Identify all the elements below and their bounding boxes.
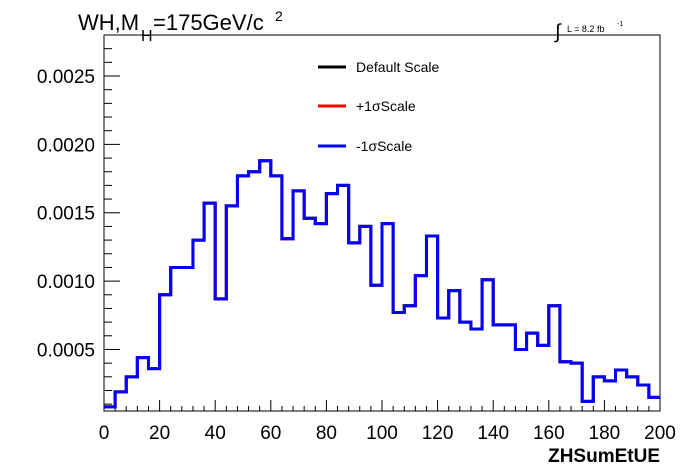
x-tick-label: 20 (149, 423, 170, 444)
x-tick-label: 180 (589, 423, 621, 444)
y-tick-label: 0.0005 (37, 340, 95, 361)
x-tick-label: 160 (533, 423, 565, 444)
legend-label-minus1sigma: -1σScale (356, 138, 412, 154)
luminosity-superscript: -1 (617, 21, 623, 28)
x-tick-label: 60 (260, 423, 281, 444)
title-subscript: H (141, 28, 153, 45)
x-tick-label: 140 (477, 423, 509, 444)
x-tick-label: 0 (99, 423, 110, 444)
legend-label-plus1sigma: +1σScale (356, 98, 416, 114)
legend-label-default: Default Scale (356, 59, 439, 75)
x-axis-title: ZHSumEtUE (548, 446, 660, 467)
x-tick-label: 40 (205, 423, 226, 444)
x-tick-label: 100 (366, 423, 398, 444)
title-main: WH,M (78, 10, 139, 35)
title-rest: =175GeV/c (153, 10, 264, 35)
y-tick-label: 0.0025 (37, 67, 95, 88)
chart-title: WH,M H =175GeV/c 2 (78, 8, 283, 45)
y-tick-label: 0.0020 (37, 135, 95, 156)
luminosity-label: ∫ L = 8.2 fb -1 (554, 21, 623, 43)
title-superscript: 2 (275, 8, 283, 24)
x-tick-label: 200 (644, 423, 676, 444)
series-line-2 (104, 159, 660, 409)
luminosity-text: L = 8.2 fb (567, 24, 604, 34)
legend: Default Scale +1σScale -1σScale (318, 59, 439, 154)
x-tick-label: 120 (422, 423, 454, 444)
integral-symbol: ∫ (554, 21, 562, 43)
y-axis-ticks: 0.0005 0.0010 0.0015 0.0020 0.0025 (37, 34, 120, 405)
histogram-series (104, 159, 660, 409)
x-tick-label: 80 (316, 423, 337, 444)
y-tick-label: 0.0015 (37, 204, 95, 225)
y-tick-label: 0.0010 (37, 272, 95, 293)
